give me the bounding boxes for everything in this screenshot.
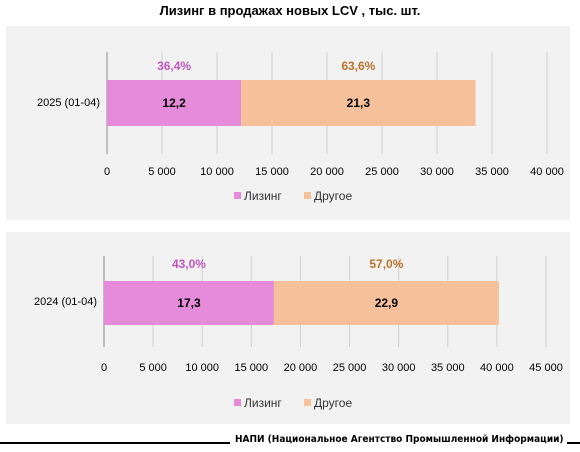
legend-label: Лизинг: [244, 396, 282, 410]
x-tick-label: 30 000: [420, 166, 454, 178]
chart-title: Лизинг в продажах новых LCV , тыс. шт.: [159, 3, 421, 18]
bar-other: [241, 80, 476, 126]
x-tick-label: 5 000: [148, 166, 176, 178]
x-tick-label: 35 000: [475, 166, 509, 178]
legend-label: Лизинг: [244, 189, 282, 203]
chart-svg-2024: 0 5 000 10 000 15 000 20 000 25 000 30 000 35 0…: [34, 256, 563, 410]
bar-value-label: 12,2: [162, 96, 186, 110]
x-tick-label: 20 000: [310, 166, 344, 178]
legend-swatch-leasing: [234, 192, 241, 199]
bar-share-label: 63,6%: [341, 59, 375, 73]
legend-label: Другое: [314, 396, 352, 410]
bar-value-label: 21,3: [347, 96, 371, 110]
x-tick-label: 10 000: [185, 362, 219, 374]
footer-source: НАПИ (Национальное Агентство Промышленно…: [232, 434, 567, 445]
bar-share-label: 36,4%: [157, 59, 191, 73]
x-tick-label: 40 000: [480, 362, 514, 374]
x-tick-label: 15 000: [255, 166, 289, 178]
x-tick-label: 45 000: [529, 362, 563, 374]
legend-swatch-other: [304, 192, 311, 199]
legend-swatch-leasing: [234, 399, 241, 406]
x-tick-label: 15 000: [235, 362, 269, 374]
bar-value-label: 22,9: [375, 296, 399, 310]
bar-leasing: [107, 80, 242, 126]
x-tick-label: 40 000: [530, 166, 564, 178]
x-tick-label: 0: [104, 166, 110, 178]
bar-share-label: 43,0%: [172, 257, 206, 271]
x-tick-label: 35 000: [431, 362, 465, 374]
bar-share-label: 57,0%: [369, 257, 403, 271]
chart-panel-2024: 0 5 000 10 000 15 000 20 000 25 000 30 000 35 0…: [6, 232, 570, 424]
x-tick-label: 30 000: [382, 362, 416, 374]
x-tick-label: 25 000: [365, 166, 399, 178]
x-tick-label: 20 000: [284, 362, 318, 374]
x-tick-label: 5 000: [139, 362, 167, 374]
category-label: 2024 (01-04): [34, 296, 97, 308]
legend-label: Другое: [314, 189, 352, 203]
footer-divider-left: [0, 442, 230, 444]
bar-value-label: 17,3: [177, 296, 201, 310]
bar-other: [273, 281, 499, 325]
category-label: 2025 (01-04): [37, 97, 100, 109]
x-tick-label: 10 000: [200, 166, 234, 178]
chart-svg-2025: 0 5 000 10 000 15 000 20 000 25 000 30 000 35 0…: [37, 52, 564, 203]
bar-leasing: [104, 281, 274, 325]
x-tick-label: 0: [101, 362, 107, 374]
chart-panel-2025: 0 5 000 10 000 15 000 20 000 25 000 30 000 35 0…: [6, 26, 570, 220]
legend-swatch-other: [304, 399, 311, 406]
x-tick-label: 25 000: [333, 362, 367, 374]
